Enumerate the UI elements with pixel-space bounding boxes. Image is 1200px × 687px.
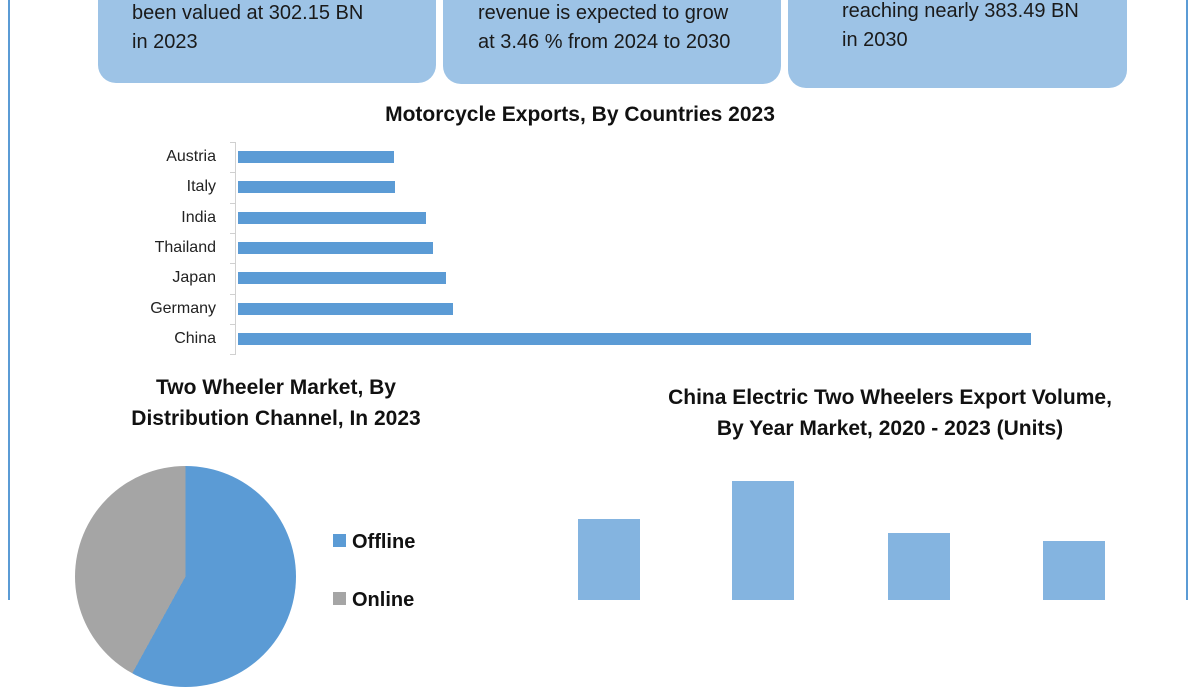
exports-bar <box>238 181 395 194</box>
frame-border-right <box>1186 0 1188 600</box>
exports-axis-tick <box>230 232 236 234</box>
exports-axis-tick <box>230 142 236 143</box>
china-title-line: China Electric Two Wheelers Export Volum… <box>668 386 1112 409</box>
exports-bar-row: China <box>0 324 1200 354</box>
exports-bar-label: Austria <box>166 148 216 165</box>
exports-bar <box>238 211 426 224</box>
exports-axis-tick <box>230 323 236 325</box>
china-column-bar <box>1043 541 1105 600</box>
exports-bar <box>238 272 446 285</box>
china-title-line: By Year Market, 2020 - 2023 (Units) <box>716 417 1064 440</box>
china-column-bar <box>732 481 794 600</box>
exports-chart-title: Motorcycle Exports, By Countries 2023 <box>385 103 775 126</box>
china-column-bar <box>578 519 640 600</box>
legend-swatch-online <box>333 592 346 605</box>
exports-chart-axis <box>235 142 236 354</box>
exports-bar <box>238 151 394 163</box>
exports-bar-row: Austria <box>0 142 1200 172</box>
exports-bar <box>238 302 453 315</box>
legend-item-offline: Offline <box>333 530 415 554</box>
exports-bar-row: Thailand <box>0 233 1200 263</box>
legend-label: Online <box>352 589 415 611</box>
frame-border-left <box>8 0 10 600</box>
exports-bar-row: Italy <box>0 172 1200 202</box>
stat-card-market-value: been valued at 302.15 BN in 2023 <box>98 0 436 83</box>
exports-bar-label: India <box>181 208 216 226</box>
exports-bar <box>238 241 433 254</box>
legend-swatch-offline <box>333 534 346 547</box>
exports-bar <box>238 332 1031 345</box>
stat-card-line: at 3.46 % from 2024 to 2030 <box>478 31 731 53</box>
china-column-bar <box>888 533 950 600</box>
legend-item-online: Online <box>333 588 414 612</box>
china-chart-title: China Electric Two Wheelers Export Volum… <box>620 382 1160 444</box>
stat-card-line: revenue is expected to grow <box>478 2 729 24</box>
stat-card-growth: revenue is expected to grow at 3.46 % fr… <box>443 0 781 84</box>
distribution-title-line: Two Wheeler Market, By <box>155 376 396 399</box>
exports-bar-label: Japan <box>172 269 216 287</box>
exports-bar-row: Japan <box>0 263 1200 293</box>
stat-card-line: reaching nearly 383.49 BN <box>842 0 1079 22</box>
stat-card-forecast: reaching nearly 383.49 BN in 2030 <box>788 0 1127 88</box>
exports-axis-tick <box>230 202 236 204</box>
distribution-chart-title: Two Wheeler Market, By Distribution Chan… <box>96 372 456 434</box>
legend-label: Offline <box>352 531 416 553</box>
stat-card-line: in 2023 <box>132 31 198 53</box>
exports-bar-label: China <box>174 329 216 347</box>
stat-card-line: in 2030 <box>842 29 908 51</box>
exports-bar-label: Italy <box>186 178 216 196</box>
distribution-pie-chart <box>75 466 296 687</box>
stat-card-line: been valued at 302.15 BN <box>132 2 364 24</box>
china-column-chart <box>560 400 1180 600</box>
exports-bar-label: Germany <box>150 299 216 317</box>
exports-axis-tick <box>230 354 236 356</box>
exports-axis-tick <box>230 293 236 295</box>
exports-axis-tick <box>230 172 236 174</box>
distribution-title-line: Distribution Channel, In 2023 <box>131 407 421 430</box>
exports-bar-row: Germany <box>0 294 1200 324</box>
exports-bar-label: Thailand <box>154 238 216 256</box>
exports-bar-row: India <box>0 203 1200 233</box>
exports-axis-tick <box>230 263 236 265</box>
